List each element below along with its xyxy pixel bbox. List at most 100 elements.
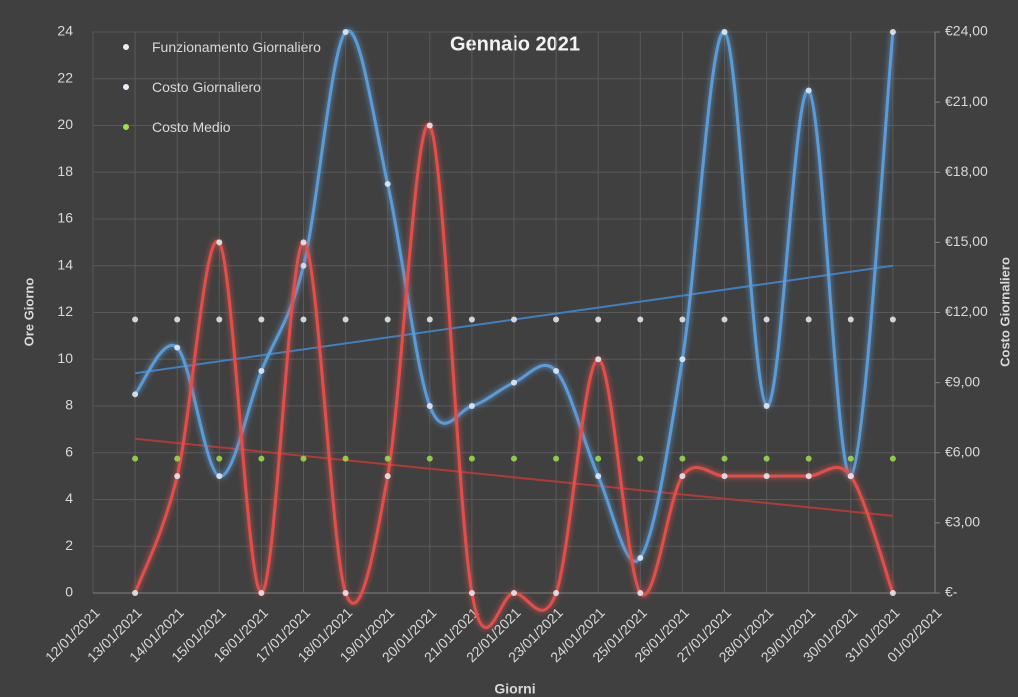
series-marker: [468, 316, 475, 323]
series-marker: [637, 455, 644, 462]
series-marker: [258, 367, 265, 374]
series-marker: [763, 473, 770, 480]
series-marker: [468, 455, 475, 462]
series-marker: [511, 379, 517, 386]
series-marker: [426, 403, 433, 409]
series-marker: [637, 590, 644, 596]
series-marker: [300, 316, 307, 323]
series-marker: [216, 473, 223, 480]
series-marker: [805, 473, 812, 480]
series-marker: [384, 455, 391, 462]
series-marker: [889, 316, 896, 323]
chart-title: Gennaio 2021: [450, 33, 580, 55]
y-tick-label: 18: [57, 163, 73, 179]
series-marker: [468, 590, 475, 596]
series-marker: [595, 473, 602, 480]
series-marker: [342, 316, 349, 323]
series-marker: [342, 29, 349, 35]
series-marker: [679, 316, 686, 323]
series-marker: [805, 455, 812, 462]
series-marker: [342, 590, 349, 596]
y2-tick-label: €9,00: [945, 373, 980, 389]
series-marker: [679, 455, 686, 462]
series-marker: [258, 455, 265, 462]
y-tick-label: 0: [65, 584, 73, 600]
series-marker: [426, 316, 433, 323]
trendline: [134, 437, 894, 517]
series-marker: [426, 455, 433, 462]
y2-tick-label: €-: [945, 584, 958, 600]
x-axis-label: Giorni: [494, 681, 535, 697]
y-tick-label: 24: [57, 23, 73, 39]
y2-tick-label: €18,00: [945, 163, 988, 179]
series-marker: [511, 455, 517, 462]
series-marker: [595, 316, 602, 323]
series-marker: [553, 455, 560, 462]
y-tick-label: 8: [65, 397, 73, 413]
series-marker: [721, 473, 728, 480]
series-marker: [174, 455, 181, 462]
y2-tick-label: €12,00: [945, 303, 988, 319]
series-marker: [595, 356, 602, 363]
y-tick-label: 22: [57, 69, 73, 85]
y-tick-label: 14: [57, 256, 73, 272]
series-marker: [300, 455, 307, 462]
series-marker: [132, 316, 139, 323]
y2-tick-label: €3,00: [945, 514, 980, 530]
legend-marker: [123, 84, 129, 90]
y2-tick-label: €6,00: [945, 443, 980, 459]
y2-tick-label: €15,00: [945, 233, 988, 249]
y2-tick-label: €21,00: [945, 93, 988, 109]
series-marker: [132, 590, 139, 596]
y-tick-label: 12: [57, 303, 73, 319]
series-marker: [805, 87, 812, 94]
series-marker: [763, 403, 770, 409]
series-marker: [553, 367, 560, 374]
series-marker: [889, 29, 896, 35]
series-marker: [763, 316, 770, 323]
series-marker: [174, 344, 181, 351]
series-marker: [174, 473, 181, 480]
series-marker: [595, 455, 602, 462]
legend-label: Costo Giornaliero: [152, 79, 261, 95]
y-axis-label: Ore Giorno: [21, 278, 36, 347]
series-marker: [889, 455, 896, 462]
y-tick-label: 16: [57, 210, 73, 226]
series-marker: [384, 473, 391, 480]
y-tick-label: 4: [65, 490, 73, 506]
series-marker: [637, 316, 644, 323]
series-marker: [847, 455, 854, 462]
y-tick-label: 10: [57, 350, 73, 366]
series-marker: [300, 262, 307, 269]
series-marker: [721, 455, 728, 462]
series-marker: [468, 403, 475, 409]
series-marker: [258, 316, 265, 323]
series-marker: [721, 29, 728, 35]
series-marker: [889, 590, 896, 596]
series-marker: [847, 473, 854, 480]
series-marker: [511, 316, 517, 323]
series-marker: [679, 356, 686, 363]
series-marker: [132, 455, 139, 462]
series-marker: [637, 554, 644, 561]
series-marker: [174, 316, 181, 323]
series-marker: [300, 239, 307, 246]
series-marker: [258, 590, 265, 596]
legend-marker: [123, 44, 129, 50]
series-marker: [384, 180, 391, 187]
series-marker: [679, 473, 686, 480]
legend-label: Costo Medio: [152, 119, 231, 135]
series-marker: [511, 590, 517, 596]
series-marker: [132, 391, 139, 398]
y2-tick-label: €24,00: [945, 23, 988, 39]
series-line: [133, 123, 895, 630]
legend-label: Funzionamento Giornaliero: [152, 39, 321, 55]
series-marker: [216, 239, 223, 246]
series-marker: [847, 316, 854, 323]
legend-marker: [123, 124, 129, 130]
y-tick-label: 2: [65, 537, 73, 553]
series-marker: [553, 590, 560, 596]
y-tick-label: 6: [65, 443, 73, 459]
series-marker: [763, 455, 770, 462]
